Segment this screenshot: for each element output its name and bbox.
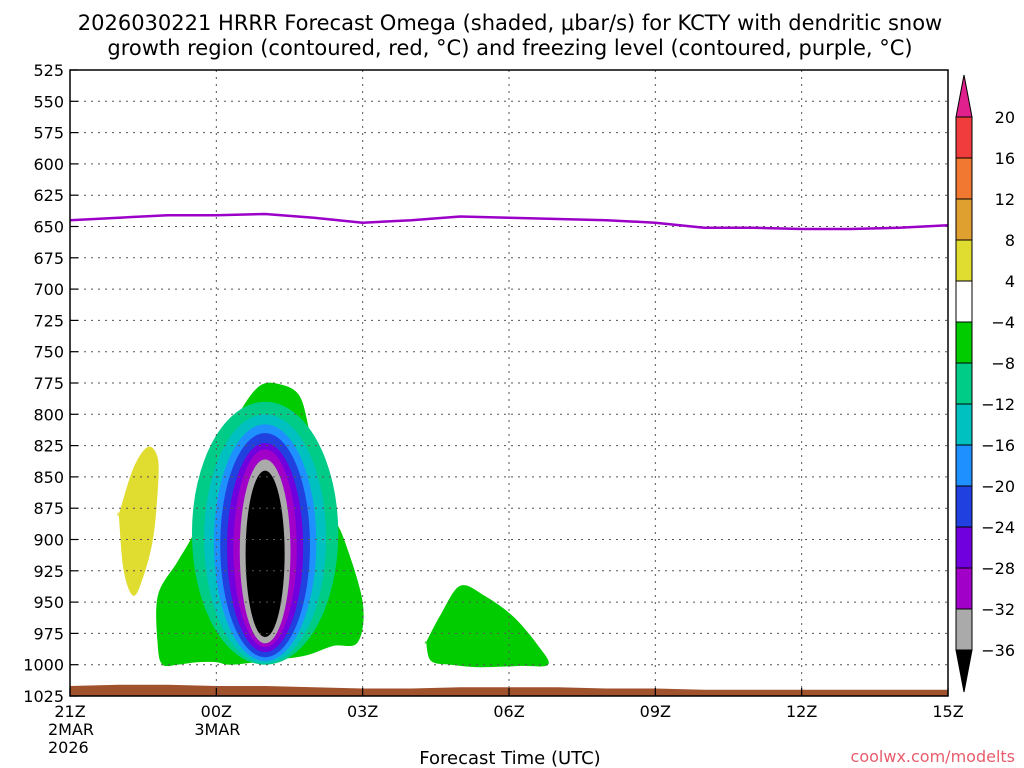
y-tick-label-600: 600 [33,155,64,174]
freezing-level-line [69,212,949,231]
colorbar-bin-4 [955,239,973,282]
colorbar-bin-neg24 [955,485,973,528]
y-axis: 525 550 575 600 625 650 675 700 725 750 775 800 825 8… [23,61,78,706]
y-tick-label-925: 925 [33,562,64,581]
colorbar-label-9: −20 [981,477,1015,496]
colorbar-bin-neg28 [955,526,973,569]
colorbar-bin-8 [955,198,973,241]
chart-title-line-1: 2026030221 HRRR Forecast Omega (shaded, … [78,11,942,35]
x-tick-sublabel-3MAR: 3MAR [194,720,240,739]
y-tick-label-825: 825 [33,437,64,456]
y-tick-label-650: 650 [33,218,64,237]
colorbar-bin-neg8 [955,321,973,364]
x-tick-sublabel-2026: 2026 [48,738,89,757]
colorbar-label-4: 4 [1005,272,1015,291]
colorbar-label-6: −8 [991,354,1015,373]
colorbar: 20 16 12 8 4 −4 −8 −12 −16 −20 −24 −28 −32 −36 [955,74,1015,693]
colorbar-label-10: −24 [981,518,1015,537]
colorbar-label-3: 8 [1005,231,1015,250]
colorbar-label-7: −12 [981,395,1015,414]
x-tick-label-09Z: 09Z [640,702,671,721]
colorbar-label-11: −28 [981,559,1015,578]
x-tick-label-06Z: 06Z [493,702,524,721]
colorbar-label-12: −32 [981,600,1015,619]
colorbar-label-1: 16 [995,149,1015,168]
y-tick-label-1000: 1000 [23,656,64,675]
y-tick-label-575: 575 [33,124,64,143]
y-tick-label-900: 900 [33,531,64,550]
chart-title-line-2: growth region (contoured, red, °C) and f… [107,36,912,60]
y-tick-label-850: 850 [33,468,64,487]
colorbar-label-8: −16 [981,436,1015,455]
x-tick-label-00Z: 00Z [201,702,232,721]
y-tick-label-550: 550 [33,92,64,111]
colorbar-bin-neg4 [955,280,973,323]
x-tick-label-03Z: 03Z [347,702,378,721]
colorbar-label-13: −36 [981,641,1015,660]
colorbar-bin-neg16 [955,403,973,446]
y-tick-label-875: 875 [33,499,64,518]
colorbar-bin-neg36 [955,608,973,651]
contour-lines [69,212,949,231]
colorbar-label-5: −4 [991,313,1015,332]
omega-core-ring-36 [245,470,285,638]
colorbar-bin-neg12 [955,362,973,405]
credit-text: coolwx.com/modelts [851,747,1015,766]
colorbar-bin-neg32 [955,567,973,610]
colorbar-label-2: 12 [995,190,1015,209]
y-tick-label-725: 725 [33,311,64,330]
omega-region-descent-yellow [117,446,159,596]
y-tick-label-700: 700 [33,280,64,299]
y-tick-label-975: 975 [33,624,64,643]
colorbar-top-arrow [955,74,973,118]
x-tick-label-15Z: 15Z [932,702,963,721]
x-tick-label-12Z: 12Z [786,702,817,721]
colorbar-bin-16 [955,116,973,159]
colorbar-bottom-arrow [955,649,973,693]
x-axis-label: Forecast Time (UTC) [419,748,600,768]
colorbar-bin-neg20 [955,444,973,487]
y-tick-label-525: 525 [33,61,64,80]
y-tick-label-950: 950 [33,593,64,612]
y-tick-label-625: 625 [33,186,64,205]
y-tick-label-1025: 1025 [23,687,64,706]
y-tick-label-750: 750 [33,343,64,362]
y-tick-label-800: 800 [33,405,64,424]
omega-region-ascent-green-small [424,585,549,668]
colorbar-bin-12 [955,157,973,200]
colorbar-label-0: 20 [995,108,1015,127]
y-tick-label-775: 775 [33,374,64,393]
x-tick-label-21Z: 21Z [54,702,85,721]
y-tick-label-675: 675 [33,249,64,268]
x-tick-sublabel-2MAR: 2MAR [48,720,94,739]
